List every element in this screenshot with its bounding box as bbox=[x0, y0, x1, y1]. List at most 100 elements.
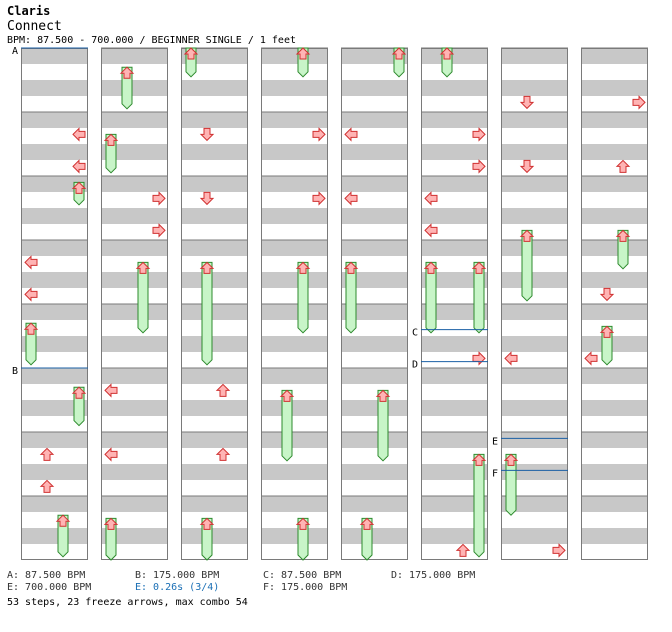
step-arrow-left bbox=[424, 191, 438, 206]
column-border bbox=[421, 48, 488, 560]
step-arrow-right bbox=[312, 127, 326, 142]
beat-stripe bbox=[341, 272, 408, 288]
beat-stripe bbox=[101, 144, 168, 160]
freeze-head-arrow bbox=[23, 322, 39, 335]
beat-stripe bbox=[341, 176, 408, 192]
step-arrow-down bbox=[199, 191, 215, 206]
beat-stripe bbox=[181, 112, 248, 128]
column-border bbox=[261, 48, 328, 560]
beat-stripe bbox=[181, 336, 248, 352]
step-arrow-up bbox=[455, 543, 471, 557]
freeze-head-arrow bbox=[391, 47, 407, 60]
beat-stripe bbox=[101, 80, 168, 96]
beat-stripe bbox=[421, 464, 488, 480]
beat-stripe bbox=[261, 336, 328, 352]
beat-stripe bbox=[21, 240, 88, 256]
beat-stripe bbox=[261, 240, 328, 256]
step-arrow-down bbox=[519, 159, 535, 174]
beat-stripe bbox=[341, 496, 408, 512]
beat-stripe bbox=[181, 368, 248, 384]
bpm-legend-b: B: 175.000 BPM bbox=[135, 570, 220, 581]
beat-stripe bbox=[21, 272, 88, 288]
bpm-marker-label: F bbox=[492, 468, 498, 479]
freeze-arrow bbox=[201, 261, 213, 366]
beat-stripe bbox=[421, 272, 488, 288]
beat-stripe bbox=[421, 368, 488, 384]
freeze-head-arrow bbox=[295, 261, 311, 274]
beat-stripe bbox=[181, 240, 248, 256]
beat-stripe bbox=[581, 368, 648, 384]
step-arrow-left bbox=[104, 383, 118, 398]
beat-stripe bbox=[501, 240, 568, 256]
beat-stripe bbox=[101, 528, 168, 544]
beat-stripe bbox=[421, 336, 488, 352]
beat-stripe bbox=[421, 48, 488, 64]
beat-stripe bbox=[21, 48, 88, 64]
beat-stripe bbox=[261, 368, 328, 384]
beat-stripe bbox=[261, 400, 328, 416]
step-arrow-up bbox=[39, 479, 55, 493]
beat-stripe bbox=[421, 400, 488, 416]
beat-stripe bbox=[101, 432, 168, 448]
beat-stripe bbox=[581, 144, 648, 160]
beat-stripe bbox=[101, 496, 168, 512]
bpm-marker-label: E bbox=[492, 436, 498, 447]
beat-stripe bbox=[101, 176, 168, 192]
beat-stripe bbox=[101, 368, 168, 384]
freeze-head-arrow bbox=[295, 47, 311, 60]
beat-stripe bbox=[101, 48, 168, 64]
column-border bbox=[101, 48, 168, 560]
freeze-head-arrow bbox=[615, 229, 631, 242]
step-arrow-up bbox=[39, 447, 55, 461]
beat-stripe bbox=[261, 304, 328, 320]
beat-stripe bbox=[501, 144, 568, 160]
beat-stripe bbox=[341, 48, 408, 64]
freeze-arrow bbox=[521, 229, 533, 302]
freeze-head-arrow bbox=[71, 386, 87, 399]
freeze-head-arrow bbox=[375, 389, 391, 402]
beat-stripe bbox=[341, 80, 408, 96]
beat-stripe bbox=[181, 528, 248, 544]
beat-stripe bbox=[501, 528, 568, 544]
step-arrow-up bbox=[215, 447, 231, 461]
beat-stripe bbox=[261, 80, 328, 96]
beat-stripe bbox=[421, 432, 488, 448]
beat-stripe bbox=[421, 240, 488, 256]
freeze-head-arrow bbox=[119, 66, 135, 79]
beat-stripe bbox=[581, 208, 648, 224]
beat-stripe bbox=[101, 464, 168, 480]
freeze-head-arrow bbox=[55, 514, 71, 527]
beat-stripe bbox=[261, 528, 328, 544]
bpm-marker-label: C bbox=[412, 328, 418, 339]
beat-stripe bbox=[421, 112, 488, 128]
beat-stripe bbox=[501, 48, 568, 64]
step-arrow-right bbox=[152, 191, 166, 206]
freeze-arrow bbox=[297, 261, 309, 334]
song-title: Connect bbox=[7, 19, 62, 34]
beat-stripe bbox=[181, 48, 248, 64]
beat-stripe bbox=[341, 432, 408, 448]
beat-stripe bbox=[21, 112, 88, 128]
beat-stripe bbox=[341, 144, 408, 160]
beat-stripe bbox=[501, 208, 568, 224]
column-border bbox=[501, 48, 568, 560]
beat-stripe bbox=[421, 176, 488, 192]
beat-stripe bbox=[21, 176, 88, 192]
freeze-head-arrow bbox=[471, 453, 487, 466]
beat-stripe bbox=[421, 528, 488, 544]
freeze-head-arrow bbox=[295, 517, 311, 530]
beat-stripe bbox=[21, 464, 88, 480]
beat-stripe bbox=[341, 112, 408, 128]
beat-stripe bbox=[501, 80, 568, 96]
bpm-legend-a: A: 87.500 BPM bbox=[7, 570, 86, 581]
beat-stripe bbox=[21, 496, 88, 512]
freeze-head-arrow bbox=[359, 517, 375, 530]
beat-stripe bbox=[21, 208, 88, 224]
column-border bbox=[181, 48, 248, 560]
freeze-head-arrow bbox=[199, 261, 215, 274]
step-arrow-right bbox=[472, 159, 486, 174]
beat-stripe bbox=[581, 272, 648, 288]
beat-stripe bbox=[261, 496, 328, 512]
bpm-marker-label: A bbox=[12, 46, 18, 57]
beat-stripe bbox=[261, 272, 328, 288]
